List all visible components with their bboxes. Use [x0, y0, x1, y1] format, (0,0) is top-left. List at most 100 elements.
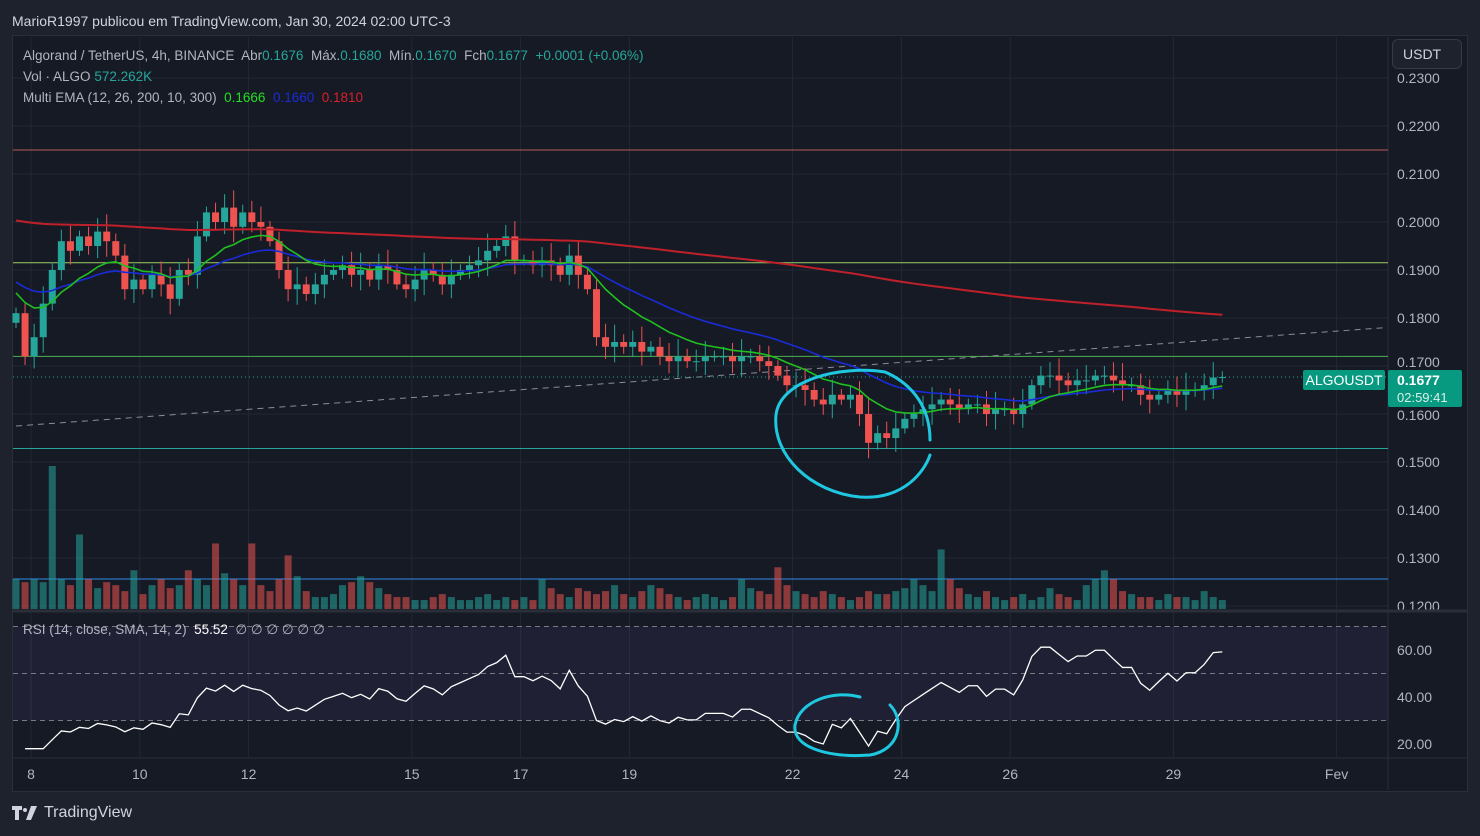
date-tick-label: 24	[894, 766, 910, 782]
candle-body	[484, 250, 492, 261]
volume-bar	[810, 597, 818, 609]
candle-body	[302, 284, 310, 294]
volume-bar	[928, 591, 936, 609]
candle-body	[366, 270, 374, 280]
candle-body	[547, 260, 555, 266]
candle-body	[602, 337, 610, 347]
volume-bar	[1019, 594, 1027, 609]
symbol-name[interactable]: Algorand / TetherUS, 4h, BINANCE	[23, 48, 235, 63]
volume-bar	[493, 600, 501, 609]
volume-bar	[1209, 597, 1217, 609]
candle-body	[865, 414, 873, 443]
volume-bar	[1155, 600, 1163, 609]
price-tick-label: 0.1400	[1397, 502, 1440, 518]
volume-bar	[39, 582, 47, 609]
ema12-line	[15, 234, 1223, 414]
volume-bar	[638, 591, 646, 609]
candle-body	[329, 270, 337, 275]
volume-bar	[556, 594, 564, 609]
candle-body	[819, 399, 827, 405]
volume-bar	[592, 594, 600, 609]
ema-label[interactable]: Multi EMA (12, 26, 200, 10, 300)	[23, 90, 217, 105]
volume-label[interactable]: Vol · ALGO	[23, 69, 91, 84]
candle-body	[103, 231, 111, 242]
candle-body	[565, 255, 573, 275]
high-label: Máx.	[310, 48, 341, 63]
volume-bar	[865, 591, 873, 609]
volume-bar	[284, 555, 292, 609]
rsi-tick-label: 20.00	[1397, 736, 1432, 752]
volume-bar	[375, 588, 383, 609]
candle-body	[39, 303, 47, 338]
volume-bar	[1119, 591, 1127, 609]
tradingview-logo[interactable]: TradingView	[12, 804, 132, 822]
candle-body	[139, 279, 147, 290]
currency-button[interactable]: USDT	[1392, 39, 1462, 69]
volume-bar	[384, 594, 392, 609]
candle-body	[1091, 375, 1099, 381]
candle-body	[846, 394, 854, 400]
volume-bar	[1082, 585, 1090, 609]
date-tick-label: 8	[27, 766, 35, 782]
volume-legend: Vol · ALGO 572.262K	[23, 66, 644, 87]
candle-body	[230, 207, 238, 227]
price-tick-label: 0.1800	[1397, 310, 1440, 326]
price-tick-label: 0.2200	[1397, 118, 1440, 134]
volume-bar	[420, 600, 428, 609]
volume-bar	[184, 570, 192, 609]
candle-body	[611, 342, 619, 347]
price-tick-label: 0.1600	[1397, 407, 1440, 423]
volume-bar	[801, 594, 809, 609]
volume-bar	[1091, 579, 1099, 609]
volume-bar	[1182, 597, 1190, 609]
volume-bar	[656, 588, 664, 609]
rsi-extras: ∅ ∅ ∅ ∅ ∅ ∅	[235, 622, 325, 637]
candle-body	[320, 274, 328, 285]
rsi-tick-label: 40.00	[1397, 689, 1432, 705]
volume-bar	[511, 600, 519, 609]
volume-bar	[230, 579, 238, 609]
rsi-label[interactable]: RSI (14, close, SMA, 14, 2)	[23, 622, 187, 637]
candle-body	[1137, 385, 1145, 395]
tradingview-logo-icon	[12, 806, 37, 820]
volume-bar	[565, 597, 573, 609]
candle-body	[275, 241, 283, 270]
price-tick-label: 0.1700	[1397, 354, 1440, 370]
volume-bar	[792, 591, 800, 609]
candle-body	[221, 207, 229, 222]
volume-bar	[275, 579, 283, 609]
volume-bar	[121, 591, 129, 609]
volume-bar	[57, 579, 65, 609]
candle-body	[1146, 394, 1154, 400]
volume-bar	[311, 597, 319, 609]
volume-bar	[475, 597, 483, 609]
volume-bar	[973, 597, 981, 609]
volume-bar	[447, 597, 455, 609]
volume-bar	[747, 588, 755, 609]
volume-bar	[221, 573, 229, 609]
volume-bar	[1146, 597, 1154, 609]
candle-body	[266, 226, 274, 242]
candle-body	[538, 260, 546, 266]
candle-body	[248, 212, 256, 222]
candle-body	[1037, 375, 1045, 386]
candle-body	[429, 270, 437, 275]
candle-body	[375, 265, 383, 280]
candle-body	[348, 265, 356, 275]
volume-bar	[366, 582, 374, 609]
volume-bar	[320, 597, 328, 609]
candle-body	[529, 260, 537, 266]
candle-body	[710, 356, 718, 358]
volume-bar	[1055, 594, 1063, 609]
volume-bar	[602, 591, 610, 609]
rsi-value: 55.52	[194, 622, 228, 637]
candle-body	[293, 284, 301, 290]
last-price-label: 0.1677	[1397, 372, 1440, 388]
candle-body	[1055, 375, 1063, 381]
symbol-price-tag	[1303, 370, 1385, 391]
candle-body	[837, 394, 845, 400]
open-value: 0.1676	[262, 48, 304, 63]
chart-legend: Algorand / TetherUS, 4h, BINANCE Abr0.16…	[23, 45, 644, 108]
candle-body	[12, 313, 20, 323]
